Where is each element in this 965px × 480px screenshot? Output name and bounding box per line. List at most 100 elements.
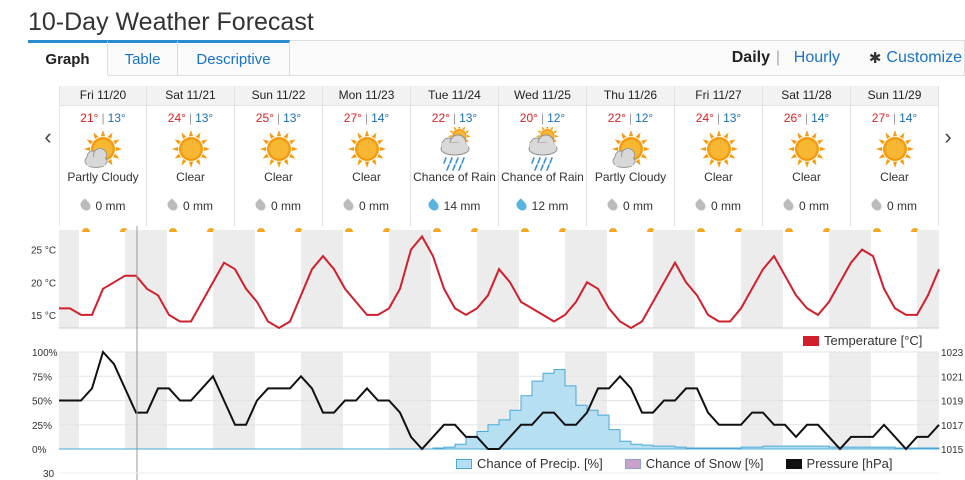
day-card[interactable]: Sat 11/28 26° | 14° Clear 0 mm [763,86,851,232]
snow-swatch [624,458,641,469]
legend-temperature-label: Temperature [°C] [824,333,923,348]
pressure-swatch [785,458,802,469]
tab-descriptive[interactable]: Descriptive [178,40,290,76]
sunset-icon [911,228,919,232]
temp-tick-label: 20 °C [31,278,56,289]
precip-value: 0 mm [359,199,389,213]
night-band [741,230,763,328]
rain-icon [440,127,471,171]
toggle-separator: | [775,49,780,66]
raindrop-icon [341,198,356,213]
sunset-icon [647,228,655,232]
daily-toggle[interactable]: Daily [731,49,770,66]
day-label: Sat 11/28 [763,86,850,106]
day-label: Thu 11/26 [587,86,674,106]
day-temps: 27° | 14° [871,111,918,125]
temp-tick-label: 15 °C [31,311,56,322]
low-temp: 12° [635,111,654,125]
pressure-tick-label: 1023 [941,348,964,359]
condition-text: Chance of Rain [501,170,584,184]
precip-area[interactable] [59,369,940,450]
day-card[interactable]: Fri 11/27 24° | 13° Clear 0 mm [675,86,763,232]
sunset-icon [735,228,743,232]
precip-tick-label: 75% [32,372,52,383]
sunrise-icon [257,228,265,232]
day-temps: 26° | 14° [783,111,830,125]
condition-text: Clear [264,170,293,184]
prev-days-arrow[interactable]: ‹ [44,124,52,149]
day-card[interactable]: Sat 11/21 24° | 13° Clear 0 mm [147,86,235,232]
day-card[interactable]: Mon 11/23 27° | 14° Clear 0 mm [323,86,411,232]
precip-value: 0 mm [711,199,741,213]
day-label: Fri 11/20 [60,86,146,106]
tab-graph[interactable]: Graph [28,40,108,76]
temp-tick-label: 25 °C [31,246,56,257]
next-days-arrow[interactable]: › [944,124,952,149]
precip-tick-label: 0% [32,445,47,456]
partly-cloudy-icon [84,130,122,168]
low-temp: 13° [107,111,126,125]
precip-value: 0 mm [271,199,301,213]
raindrop-icon [77,198,93,213]
night-band [587,230,607,328]
customize-label: Customize [886,49,962,66]
precip-tick-label: 100% [32,348,58,359]
night-band [125,230,147,328]
day-card[interactable]: Tue 11/24 22° | 13° Chance of Rain 14 mm [411,86,499,232]
precip-swatch [456,458,472,469]
sunrise-icon [345,228,353,232]
raindrop-icon [605,198,620,213]
night-band [59,230,79,328]
precip-amount: 0 mm [323,198,410,213]
raindrop-icon [426,198,441,213]
temperature-line[interactable] [59,234,940,330]
legend-precip[interactable]: Chance of Precip. [%] [456,456,603,471]
legend-temperature[interactable]: Temperature [°C] [803,333,922,348]
day-card[interactable]: Sun 11/29 27° | 14° Clear 0 mm [851,86,939,232]
customize-button[interactable]: ✱ Customize [869,41,962,75]
sunrise-icon [433,228,441,232]
precip-amount: 14 mm [411,198,498,213]
precip-value: 0 mm [799,199,829,213]
precip-amount: 0 mm [851,198,938,213]
precip-amount: 0 mm [763,198,850,213]
night-band [477,230,499,328]
high-temp: 25° [255,111,274,125]
tab-table[interactable]: Table [108,40,178,76]
day-label: Tue 11/24 [411,86,498,106]
day-temps: 24° | 13° [167,111,214,125]
legend-pressure[interactable]: Pressure [hPa] [785,456,893,471]
day-card[interactable]: Sun 11/22 25° | 13° Clear 0 mm [235,86,323,232]
day-card[interactable]: Wed 11/25 20° | 12° Chance of Rain 12 mm [499,86,587,232]
sun-icon [259,130,298,168]
low-temp: 13° [459,111,478,125]
day-label: Sat 11/21 [147,86,234,106]
night-band [763,230,783,328]
sunset-icon [383,228,391,232]
condition-text: Clear [792,170,821,184]
sunset-icon [295,228,303,232]
raindrop-icon [514,198,529,213]
raindrop-icon [693,198,708,213]
legend-bottom: Chance of Precip. [%] Chance of Snow [%]… [456,456,915,471]
legend-snow[interactable]: Chance of Snow [%] [624,456,764,471]
night-band [565,230,587,328]
day-card[interactable]: Fri 11/20 21° | 13° Partly Cloudy 0 mm [59,86,147,232]
night-band [411,230,431,328]
condition-text: Clear [704,170,733,184]
next-chart-tick-label: 30 [43,469,55,480]
sun-icon [347,130,386,168]
low-temp: 14° [811,111,830,125]
high-temp: 21° [80,111,99,125]
high-temp: 22° [431,111,450,125]
sunrise-icon [697,228,705,232]
condition-text: Clear [880,170,909,184]
precip-value: 0 mm [623,199,653,213]
condition-text: Partly Cloudy [594,170,667,184]
hourly-toggle[interactable]: Hourly [793,49,840,66]
pressure-line[interactable] [59,350,940,451]
sunset-icon [207,228,215,232]
page-title: 10-Day Weather Forecast [28,8,314,36]
day-label: Sun 11/22 [235,86,322,106]
day-card[interactable]: Thu 11/26 22° | 12° Partly Cloudy 0 mm [587,86,675,232]
